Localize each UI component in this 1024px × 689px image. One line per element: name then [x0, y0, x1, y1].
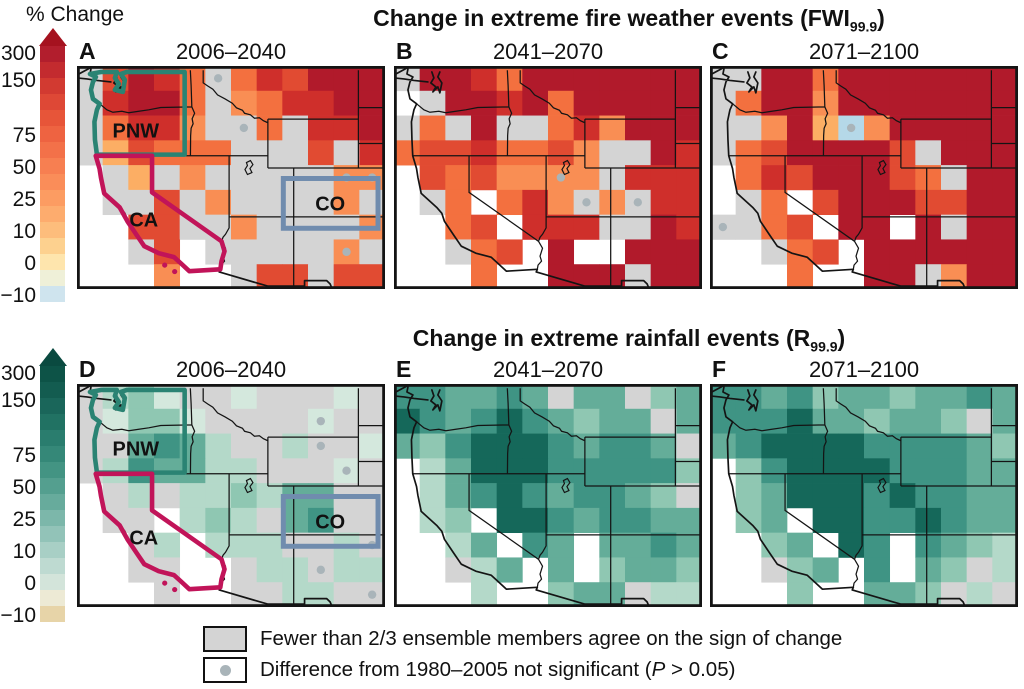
- svg-text:PNW: PNW: [113, 439, 160, 461]
- panel-b: B 2041–2070: [394, 38, 702, 291]
- map-rain-2006-2040: PNW CA CO: [77, 384, 385, 607]
- map-rain-2071-2100: [710, 384, 1018, 607]
- panel-a: A 2006–2040 PNW CA CO: [77, 38, 385, 291]
- legend: Fewer than 2/3 ensemble members agree on…: [203, 624, 842, 686]
- map-fire-2041-2070: [394, 66, 702, 289]
- panel-f: F 2071–2100: [710, 356, 1018, 609]
- panel-period: 2041–2070: [492, 39, 604, 64]
- colorbar-arrow-icon: [39, 348, 67, 366]
- colorbar-rain-gradient: [40, 366, 65, 622]
- legend-text: Fewer than 2/3 ensemble members agree on…: [260, 627, 843, 650]
- gray-dot-icon: [219, 664, 231, 676]
- panel-letter: A: [79, 38, 96, 64]
- rain-title-text: Change in extreme rainfall events (R: [412, 325, 811, 351]
- rain-title: Change in extreme rainfall events (R99.9…: [412, 325, 846, 355]
- svg-text:CA: CA: [129, 209, 158, 231]
- legend-item-ensemble-agreement: Fewer than 2/3 ensemble members agree on…: [203, 624, 842, 654]
- panel-period: 2006–2040: [175, 39, 287, 64]
- colorbar-rain: 300 150 75 50 25 10 0 −10: [0, 348, 70, 630]
- colorbar-arrow-icon: [39, 28, 67, 46]
- fire-title: Change in extreme fire weather events (F…: [373, 5, 885, 35]
- fire-title-subscript: 99.9: [849, 18, 878, 35]
- panel-letter: F: [712, 356, 727, 382]
- svg-text:CA: CA: [129, 527, 158, 549]
- panel-letter: E: [396, 356, 412, 382]
- panel-letter: B: [396, 38, 413, 64]
- svg-text:CO: CO: [315, 193, 345, 215]
- colorbar-fire: 300 150 75 50 25 10 0 −10: [0, 28, 70, 310]
- map-fire-2071-2100: [710, 66, 1018, 289]
- significance-dot-swatch: [203, 657, 247, 683]
- panel-period: 2071–2100: [808, 39, 920, 64]
- rain-title-subscript: 99.9: [810, 338, 838, 355]
- svg-text:PNW: PNW: [113, 121, 160, 143]
- panel-letter: C: [712, 38, 729, 64]
- gray-cell-swatch: [203, 626, 247, 652]
- legend-item-significance: Difference from 1980–2005 not significan…: [203, 655, 842, 685]
- map-fire-2006-2040: PNW CA CO: [77, 66, 385, 289]
- fire-title-text: Change in extreme fire weather events (F…: [373, 5, 850, 31]
- panel-c: C 2071–2100: [710, 38, 1018, 291]
- panel-e: E 2041–2070: [394, 356, 702, 609]
- colorbar-fire-gradient: [40, 46, 65, 302]
- colorbar-units-label: % Change: [26, 3, 125, 26]
- panel-letter: D: [79, 356, 96, 382]
- panel-period: 2041–2070: [492, 357, 604, 382]
- map-rain-2041-2070: [394, 384, 702, 607]
- panel-period: 2071–2100: [808, 357, 920, 382]
- panel-d: D 2006–2040 PNW CA CO: [77, 356, 385, 609]
- legend-text: Difference from 1980–2005 not significan…: [260, 658, 736, 681]
- svg-text:CO: CO: [315, 511, 345, 533]
- panel-period: 2006–2040: [175, 357, 287, 382]
